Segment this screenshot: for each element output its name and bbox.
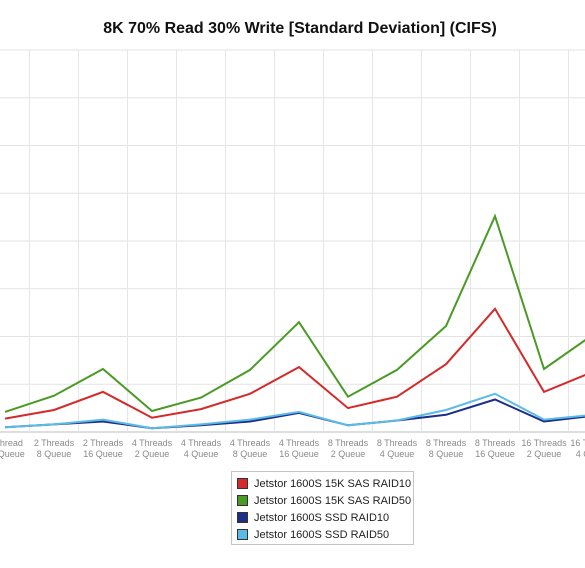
series-line bbox=[4, 398, 585, 430]
series-line bbox=[4, 307, 585, 420]
chart-title: 8K 70% Read 30% Write [Standard Deviatio… bbox=[103, 20, 497, 37]
legend-label: Jetstor 1600S 15K SAS RAID50 bbox=[254, 494, 412, 507]
x-tick-label: 8 Threads 2 Queue bbox=[328, 438, 369, 459]
legend-item: Jetstor 1600S 15K SAS RAID10 bbox=[237, 475, 413, 492]
legend-swatch bbox=[237, 478, 248, 489]
x-tick-label: 16 Threads 2 Queue bbox=[521, 438, 567, 459]
legend-swatch bbox=[237, 529, 248, 540]
legend-swatch bbox=[237, 512, 248, 523]
x-tick-label: 8 Threads 4 Queue bbox=[377, 438, 418, 459]
x-tick-label: 4 Threads 8 Queue bbox=[230, 438, 271, 459]
x-tick-label: 2 Threads 8 Queue bbox=[34, 438, 75, 459]
legend-label: Jetstor 1600S 15K SAS RAID10 bbox=[254, 477, 412, 490]
x-tick-label: 8 Threads 8 Queue bbox=[426, 438, 467, 459]
x-tick-label: 4 Threads 16 Queue bbox=[279, 438, 320, 459]
x-tick-label: 1 Thread16 Queue bbox=[0, 438, 25, 459]
legend-swatch bbox=[237, 495, 248, 506]
x-tick-label: 4 Threads 2 Queue bbox=[132, 438, 173, 459]
legend-label: Jetstor 1600S SSD RAID10 bbox=[254, 511, 390, 524]
x-tick-label: 2 Threads 16 Queue bbox=[83, 438, 124, 459]
legend: Jetstor 1600S 15K SAS RAID10 Jetstor 1600… bbox=[231, 471, 414, 545]
series-layer bbox=[4, 213, 585, 430]
grid-layer bbox=[0, 49, 585, 433]
x-tick-label: 8 Threads 16 Queue bbox=[475, 438, 516, 459]
x-tick-label: 4 Threads 4 Queue bbox=[181, 438, 222, 459]
legend-item: Jetstor 1600S 15K SAS RAID50 bbox=[237, 492, 413, 509]
series-line bbox=[4, 392, 585, 430]
legend-item: Jetstor 1600S SSD RAID10 bbox=[237, 509, 413, 526]
legend-label: Jetstor 1600S SSD RAID50 bbox=[254, 528, 390, 541]
legend-item: Jetstor 1600S SSD RAID50 bbox=[237, 526, 413, 543]
series-line bbox=[4, 213, 585, 413]
